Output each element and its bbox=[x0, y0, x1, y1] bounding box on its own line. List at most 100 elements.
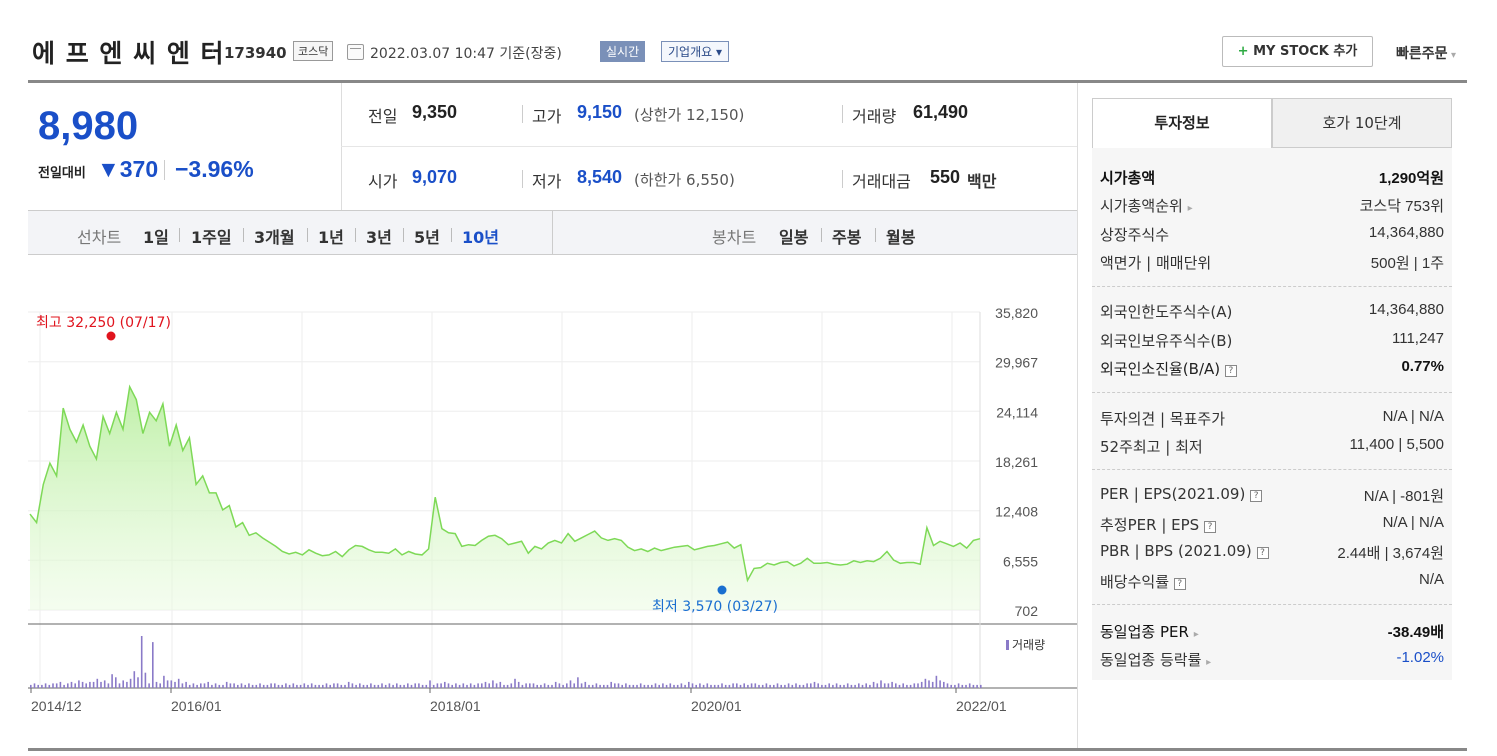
volume-bar bbox=[547, 684, 550, 688]
divider bbox=[821, 228, 822, 242]
volume-bar bbox=[477, 683, 479, 688]
period-tab-3m[interactable]: 3개월 bbox=[254, 228, 295, 247]
volume-bar bbox=[203, 683, 206, 688]
volume-bar bbox=[943, 681, 945, 688]
volume-bar bbox=[920, 681, 923, 688]
volume-bar bbox=[133, 671, 136, 688]
volume-bar bbox=[680, 683, 683, 688]
volume-bar bbox=[407, 683, 409, 688]
volume-bar bbox=[429, 680, 431, 688]
volume-bar bbox=[599, 684, 601, 688]
add-my-stock-button[interactable]: + MY STOCK 추가 bbox=[1222, 36, 1373, 67]
industry-change-row[interactable]: 동일업종 등락률 ▸ -1.02% bbox=[1100, 646, 1444, 672]
market-cap-value: 1,290억원 bbox=[1378, 170, 1444, 187]
period-tab-10y[interactable]: 10년 bbox=[462, 228, 499, 247]
high-label: 고가 bbox=[532, 107, 562, 126]
volume-bar bbox=[214, 683, 217, 688]
volume-bar bbox=[861, 684, 864, 688]
volume-bar bbox=[529, 683, 531, 688]
divider bbox=[1077, 83, 1078, 748]
y-tick-label: 24,114 bbox=[996, 404, 1038, 420]
volume-bar bbox=[580, 683, 583, 688]
volume-bar bbox=[761, 684, 764, 688]
volume-bar bbox=[909, 684, 912, 688]
volume-bar bbox=[514, 678, 516, 688]
industry-per-row[interactable]: 동일업종 PER ▸ -38.49배 bbox=[1100, 618, 1444, 644]
volume-bar bbox=[843, 684, 845, 688]
volume-bar bbox=[551, 684, 553, 688]
volume-bar bbox=[980, 684, 982, 688]
volume-bar bbox=[846, 683, 849, 688]
market-cap-rank-value: 코스닥 753위 bbox=[1359, 198, 1444, 215]
period-tab-3y[interactable]: 3년 bbox=[366, 228, 392, 247]
dividend-label: 배당수익률 bbox=[1100, 573, 1170, 591]
tab-orderbook[interactable]: 호가 10단계 bbox=[1272, 98, 1452, 148]
help-icon[interactable]: ? bbox=[1173, 578, 1186, 590]
volume-bar bbox=[166, 680, 169, 688]
volume-legend: 거래량 bbox=[1006, 636, 1045, 653]
period-tab-1w[interactable]: 1주일 bbox=[191, 228, 232, 247]
x-axis: 2014/12 2016/01 2018/01 2020/01 2022/01 bbox=[30, 688, 1007, 714]
help-icon[interactable]: ? bbox=[1250, 490, 1263, 502]
quote-datetime: 2022.03.07 10:47 기준(장중) bbox=[370, 46, 562, 62]
volume-bar bbox=[111, 674, 113, 688]
volume-bar bbox=[780, 684, 782, 688]
volume-bar bbox=[399, 684, 402, 688]
stock-header: 에 프 엔 씨 엔 터 173940 코스닥 2022.03.07 10:47 … bbox=[32, 28, 1472, 68]
period-tab-1d[interactable]: 1일 bbox=[143, 228, 169, 247]
x-tick-label: 2016/01 bbox=[171, 698, 222, 714]
stock-name: 에 프 엔 씨 엔 터 bbox=[32, 39, 225, 68]
help-icon[interactable]: ? bbox=[1224, 365, 1237, 377]
market-cap-label: 시가총액 bbox=[1100, 169, 1156, 187]
volume-bar bbox=[329, 684, 331, 688]
volume-bar bbox=[654, 683, 657, 688]
volume-bar bbox=[724, 684, 727, 688]
volume-bar bbox=[588, 684, 590, 688]
volume-bar bbox=[140, 636, 143, 688]
volume-bar bbox=[377, 684, 380, 688]
help-icon[interactable]: ? bbox=[1203, 521, 1216, 533]
volume-bar bbox=[188, 684, 191, 688]
market-cap-rank-row[interactable]: 시가총액순위 ▸ 코스닥 753위 bbox=[1100, 192, 1444, 218]
volume-bar bbox=[63, 684, 65, 688]
volume-bar bbox=[318, 684, 320, 688]
opinion-value: N/A | N/A bbox=[1382, 408, 1444, 425]
volume-bar bbox=[152, 642, 154, 688]
volume-bar bbox=[673, 684, 675, 688]
line-chart-label: 선차트 bbox=[77, 228, 122, 247]
volume-bar bbox=[562, 684, 564, 688]
candle-tab-daily[interactable]: 일봉 bbox=[779, 228, 809, 247]
foreign-hold-value: 111,247 bbox=[1392, 330, 1444, 347]
volume-bar bbox=[44, 683, 47, 688]
volume-bar bbox=[743, 683, 745, 688]
upper-limit: (상한가 12,150) bbox=[634, 106, 745, 124]
y-tick-label: 702 bbox=[1015, 603, 1039, 619]
company-overview-button[interactable]: 기업개요 ▾ bbox=[661, 41, 729, 62]
open-value: 9,070 bbox=[412, 167, 458, 187]
volume-bar bbox=[658, 684, 660, 688]
realtime-badge[interactable]: 실시간 bbox=[600, 41, 646, 62]
candle-tab-monthly[interactable]: 월봉 bbox=[886, 228, 916, 247]
tab-investment-info[interactable]: 투자정보 bbox=[1092, 98, 1272, 148]
divider bbox=[179, 228, 180, 242]
candle-tab-weekly[interactable]: 주봉 bbox=[832, 228, 862, 247]
volume-bar bbox=[473, 684, 476, 688]
volume-bar bbox=[669, 683, 672, 688]
divider bbox=[355, 228, 356, 242]
x-tick-label: 2020/01 bbox=[691, 698, 742, 714]
volume-bar bbox=[758, 684, 760, 688]
volume-bar bbox=[517, 681, 520, 688]
par-row: 액면가 | 매매단위 500원 | 1주 bbox=[1100, 249, 1444, 275]
period-tab-1y[interactable]: 1년 bbox=[318, 228, 344, 247]
volume-bar bbox=[425, 684, 428, 688]
volume-bar bbox=[536, 684, 538, 688]
volume-bar bbox=[296, 684, 298, 688]
volume-bar bbox=[307, 684, 309, 688]
price-chart[interactable]: 35,820 29,967 24,114 18,261 12,408 6,555 702 2… bbox=[28, 256, 1077, 756]
market-cap-rank-label: 시가총액순위 bbox=[1100, 197, 1183, 215]
period-tab-5y[interactable]: 5년 bbox=[414, 228, 440, 247]
volume-bar bbox=[274, 683, 276, 688]
quick-order-button[interactable]: 빠른주문 bbox=[1396, 43, 1456, 63]
volume-bar bbox=[492, 680, 494, 688]
help-icon[interactable]: ? bbox=[1256, 547, 1269, 559]
